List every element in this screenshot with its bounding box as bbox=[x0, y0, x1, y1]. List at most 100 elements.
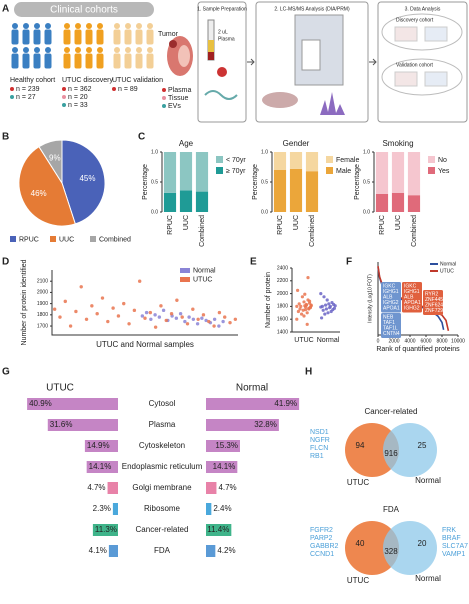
bar-segment bbox=[289, 152, 303, 169]
axes bbox=[51, 270, 238, 336]
category-label: Cytosol bbox=[149, 399, 176, 408]
gene-label: IGKC bbox=[383, 283, 396, 289]
legend-label: UUC bbox=[59, 236, 74, 243]
x-tick-label: Combined bbox=[309, 215, 316, 247]
y-tick-label: 2000 bbox=[277, 291, 288, 297]
y-tick-label: 1600 bbox=[277, 317, 288, 323]
legend-label: Male bbox=[336, 168, 351, 175]
bar-segment bbox=[305, 171, 319, 212]
point bbox=[221, 319, 225, 324]
point bbox=[148, 310, 153, 315]
step-box bbox=[377, 1, 468, 123]
point bbox=[187, 315, 191, 319]
point bbox=[63, 299, 67, 304]
point bbox=[297, 302, 301, 306]
bar bbox=[206, 482, 217, 494]
point bbox=[153, 313, 157, 317]
legend-swatch bbox=[180, 277, 190, 282]
point bbox=[207, 319, 211, 324]
gene-label: SLC7A7 bbox=[442, 543, 468, 550]
mini-plot bbox=[394, 26, 418, 42]
venn-right bbox=[383, 423, 437, 477]
point bbox=[228, 320, 232, 325]
legend-label: UTUC bbox=[440, 268, 454, 274]
chart-title: Gender bbox=[283, 139, 310, 148]
value-label: 2.4% bbox=[213, 504, 231, 513]
person-head bbox=[75, 23, 81, 29]
point bbox=[212, 317, 217, 322]
panel-letter: E bbox=[250, 257, 257, 268]
plasma-volume: 2 uL bbox=[218, 29, 228, 35]
bar-segment bbox=[375, 152, 389, 194]
point bbox=[143, 316, 147, 320]
tube-red bbox=[208, 52, 214, 60]
panel-letter: B bbox=[2, 132, 9, 143]
bar-segment bbox=[163, 152, 177, 193]
x-tick-label: 0 bbox=[377, 338, 380, 344]
y-tick-label: 2400 bbox=[277, 265, 288, 271]
panel-letter: A bbox=[2, 4, 9, 15]
y-tick-label: 1.0 bbox=[151, 149, 158, 155]
value-label: 41.9% bbox=[274, 399, 297, 408]
person-body bbox=[96, 29, 104, 45]
gene-label: PARP2 bbox=[310, 535, 333, 542]
gene-label: FGFR2 bbox=[310, 527, 333, 534]
x-tick-label: 2000 bbox=[388, 338, 399, 344]
point bbox=[298, 307, 302, 311]
point bbox=[106, 319, 110, 324]
person-body bbox=[11, 29, 19, 45]
panel-letter: D bbox=[2, 257, 9, 268]
y-axis-label: Number of protein bbox=[265, 272, 272, 328]
person-head bbox=[97, 23, 103, 29]
point bbox=[164, 318, 168, 323]
bar bbox=[84, 440, 118, 452]
legend-label: Combined bbox=[99, 236, 131, 243]
gene-label: IGHG2 bbox=[383, 300, 399, 306]
analysis-label: Validation cohort bbox=[396, 62, 433, 68]
point bbox=[195, 322, 200, 326]
person-head bbox=[147, 23, 153, 29]
point bbox=[161, 308, 166, 313]
point bbox=[169, 312, 174, 316]
point bbox=[320, 316, 324, 320]
point bbox=[327, 302, 331, 306]
person-head bbox=[114, 23, 120, 29]
gene-label: FRK bbox=[442, 527, 456, 534]
series-header: Normal bbox=[236, 383, 268, 394]
person-head bbox=[147, 47, 153, 53]
bar-segment bbox=[305, 152, 319, 172]
category-label: Cytoskeleton bbox=[139, 441, 185, 450]
bar bbox=[86, 461, 118, 473]
annotation-box bbox=[381, 313, 401, 338]
y-axis-label: Percentage bbox=[354, 164, 361, 200]
y-tick-label: 1400 bbox=[277, 329, 288, 335]
gene-label: FLCN bbox=[310, 445, 328, 452]
point bbox=[324, 307, 328, 311]
legend-label: Female bbox=[336, 157, 359, 164]
bar bbox=[107, 482, 118, 494]
point bbox=[233, 317, 238, 322]
legend-swatch bbox=[326, 167, 333, 174]
point bbox=[296, 288, 300, 292]
value-label: 31.6% bbox=[50, 420, 73, 429]
point bbox=[191, 307, 195, 311]
point bbox=[302, 300, 306, 304]
venn-set-label: Normal bbox=[415, 574, 441, 583]
bar bbox=[206, 503, 212, 515]
x-tick-label: 10000 bbox=[451, 338, 465, 344]
point bbox=[52, 307, 57, 311]
gene-label: RYR2 bbox=[425, 291, 438, 297]
peptides bbox=[204, 90, 238, 100]
point bbox=[301, 308, 305, 312]
value-label: 11.3% bbox=[95, 525, 117, 534]
person-body bbox=[22, 29, 30, 45]
point bbox=[308, 299, 312, 303]
point bbox=[326, 311, 330, 315]
point bbox=[295, 317, 299, 321]
person-body bbox=[44, 53, 52, 69]
annotation-box bbox=[381, 282, 401, 313]
venn-title: Cancer-related bbox=[365, 407, 418, 416]
person-head bbox=[64, 23, 70, 29]
slice-label: 46% bbox=[31, 189, 47, 198]
